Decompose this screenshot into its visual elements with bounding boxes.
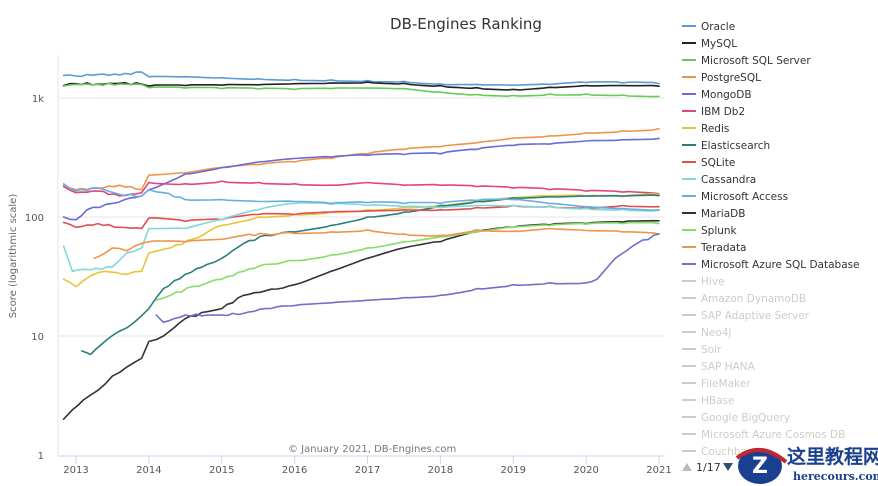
legend-item-amazon-dynamodb[interactable]: Amazon DynamoDB xyxy=(682,293,806,305)
legend-pager: 1/17 xyxy=(682,461,733,474)
series-line-oracle[interactable] xyxy=(62,71,660,86)
legend-item-google-bigquery[interactable]: Google BigQuery xyxy=(682,412,790,424)
triangle-up-icon[interactable] xyxy=(682,463,692,471)
legend-label: MongoDB xyxy=(701,89,752,101)
series-line-microsoft-access[interactable] xyxy=(62,183,660,211)
legend-item-elasticsearch[interactable]: Elasticsearch xyxy=(682,140,770,152)
legend-item-hbase[interactable]: HBase xyxy=(682,395,734,407)
x-tick-label: 2014 xyxy=(136,465,161,476)
legend-label: Elasticsearch xyxy=(701,140,770,152)
legend-label: SQLite xyxy=(701,157,735,169)
y-tick-label: 1k xyxy=(32,94,44,105)
watermark-swoosh-icon xyxy=(735,448,788,464)
legend-label: FileMaker xyxy=(701,378,751,390)
series-line-mysql[interactable] xyxy=(62,81,660,91)
legend-item-mongodb[interactable]: MongoDB xyxy=(682,89,752,101)
legend-label: SAP HANA xyxy=(701,361,756,373)
legend-item-microsoft-access[interactable]: Microsoft Access xyxy=(682,191,788,203)
grid-lines xyxy=(58,97,665,337)
chart-credit[interactable]: © January 2021, DB-Engines.com xyxy=(288,444,456,455)
watermark-logo-icon xyxy=(738,448,782,484)
legend-item-sap-hana[interactable]: SAP HANA xyxy=(682,361,756,373)
legend-label: MySQL xyxy=(701,38,737,50)
legend-label: Teradata xyxy=(700,242,747,254)
x-tick-label: 2018 xyxy=(428,465,453,476)
legend-item-sqlite[interactable]: SQLite xyxy=(682,157,735,169)
legend-item-cassandra[interactable]: Cassandra xyxy=(682,174,756,186)
legend-label: Splunk xyxy=(701,225,738,237)
series-line-teradata[interactable] xyxy=(93,227,660,260)
legend-label: Google BigQuery xyxy=(701,412,790,424)
legend-item-filemaker[interactable]: FileMaker xyxy=(682,378,751,390)
legend-label: Microsoft Azure Cosmos DB xyxy=(701,429,845,441)
x-tick-label: 2019 xyxy=(501,465,526,476)
x-tick-label: 2020 xyxy=(573,465,598,476)
series-line-ibm-db2[interactable] xyxy=(62,180,660,197)
legend-label: MariaDB xyxy=(701,208,745,220)
chart-title: DB-Engines Ranking xyxy=(390,15,542,33)
series-line-postgresql[interactable] xyxy=(62,127,660,191)
legend-item-microsoft-azure-sql-database[interactable]: Microsoft Azure SQL Database xyxy=(682,259,860,271)
series-line-microsoft-sql-server[interactable] xyxy=(62,82,660,98)
legend-item-microsoft-azure-cosmos-db[interactable]: Microsoft Azure Cosmos DB xyxy=(682,429,845,441)
legend-label: Hive xyxy=(701,276,725,288)
legend-item-mysql[interactable]: MySQL xyxy=(682,38,737,50)
legend-item-microsoft-sql-server[interactable]: Microsoft SQL Server xyxy=(682,55,811,67)
watermark-text-en: herecours.com xyxy=(793,470,878,483)
legend-label: Microsoft Access xyxy=(701,191,788,203)
watermark: Z 这里教程网 herecours.com xyxy=(735,445,878,484)
legend-label: Redis xyxy=(701,123,729,135)
legend-label: PostgreSQL xyxy=(701,72,761,84)
legend-label: Solr xyxy=(701,344,722,356)
y-axis-ticks: 1 10 100 1k xyxy=(25,94,44,462)
legend-label: Amazon DynamoDB xyxy=(701,293,806,305)
legend-label: Microsoft SQL Server xyxy=(701,55,811,67)
legend-label: HBase xyxy=(701,395,734,407)
x-tick-label: 2013 xyxy=(63,465,88,476)
x-tick-label: 2015 xyxy=(209,465,234,476)
legend-label: Neo4j xyxy=(701,327,731,339)
legend-item-splunk[interactable]: Splunk xyxy=(682,225,738,237)
x-tick-label: 2016 xyxy=(282,465,307,476)
legend: Oracle MySQL Microsoft SQL Server PostgreSQ… xyxy=(682,21,860,458)
legend-label: SAP Adaptive Server xyxy=(701,310,810,322)
series-line-mariadb[interactable] xyxy=(62,219,660,420)
y-tick-label: 10 xyxy=(31,332,44,343)
legend-item-ibm-db2[interactable]: IBM Db2 xyxy=(682,106,745,118)
legend-item-hive[interactable]: Hive xyxy=(682,276,725,288)
watermark-z-glyph: Z xyxy=(752,454,768,479)
legend-label: Oracle xyxy=(701,21,735,33)
series-line-microsoft-azure-sql-database[interactable] xyxy=(155,233,660,324)
x-axis-ticks: 2013 2014 2015 2016 2017 2018 2019 2020 2021 xyxy=(63,456,672,476)
legend-item-neo4j[interactable]: Neo4j xyxy=(682,327,731,339)
legend-item-mariadb[interactable]: MariaDB xyxy=(682,208,745,220)
series-line-elasticsearch[interactable] xyxy=(81,194,660,356)
series-line-cassandra[interactable] xyxy=(62,201,660,273)
legend-label: Microsoft Azure SQL Database xyxy=(701,259,860,271)
legend-item-postgresql[interactable]: PostgreSQL xyxy=(682,72,761,84)
legend-item-redis[interactable]: Redis xyxy=(682,123,729,135)
legend-item-teradata[interactable]: Teradata xyxy=(682,242,747,254)
watermark-text-cn: 这里教程网 xyxy=(787,445,878,468)
legend-item-solr[interactable]: Solr xyxy=(682,344,722,356)
legend-item-oracle[interactable]: Oracle xyxy=(682,21,735,33)
y-tick-label: 1 xyxy=(38,451,44,462)
y-tick-label: 100 xyxy=(25,213,44,224)
legend-label: Cassandra xyxy=(701,174,756,186)
triangle-down-icon[interactable] xyxy=(723,463,733,471)
legend-item-sap-adaptive-server[interactable]: SAP Adaptive Server xyxy=(682,310,810,322)
legend-label: IBM Db2 xyxy=(701,106,745,118)
x-tick-label: 2021 xyxy=(646,465,671,476)
series-lines xyxy=(62,71,660,420)
y-axis-label: Score (logarithmic scale) xyxy=(8,194,19,319)
legend-page-indicator: 1/17 xyxy=(696,461,721,474)
x-tick-label: 2017 xyxy=(355,465,380,476)
series-line-splunk[interactable] xyxy=(155,221,660,301)
